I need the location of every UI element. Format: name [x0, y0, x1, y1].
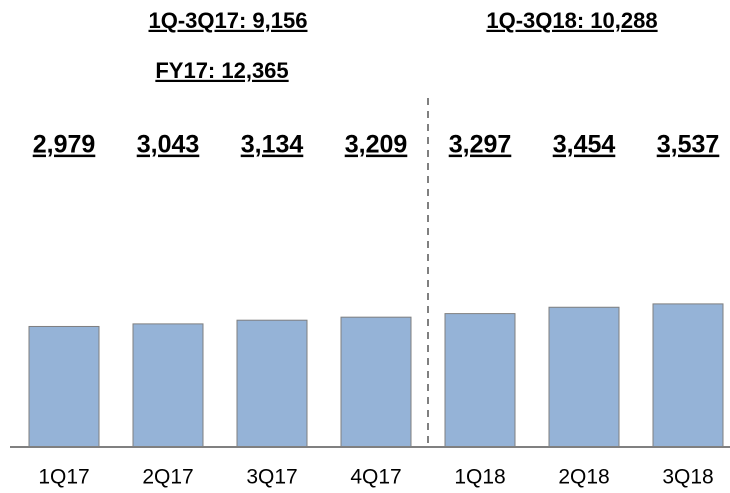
value-label: 3,134	[241, 131, 304, 159]
value-label: 3,454	[553, 131, 616, 159]
bar	[28, 325, 100, 448]
value-label: 3,043	[137, 131, 200, 159]
bar	[340, 316, 412, 448]
bar	[132, 323, 204, 448]
x-tick-label: 2Q18	[558, 466, 609, 489]
x-tick-label: 4Q17	[350, 466, 401, 489]
x-tick-label: 1Q17	[38, 466, 89, 489]
value-label: 3,537	[657, 131, 720, 159]
bar	[652, 303, 724, 448]
annotation: 1Q-3Q18: 10,288	[486, 8, 657, 33]
x-tick-label: 3Q18	[662, 466, 713, 489]
value-label: 3,209	[345, 131, 408, 159]
annotation: 1Q-3Q17: 9,156	[149, 8, 308, 33]
bar	[236, 319, 308, 448]
x-tick-label: 2Q17	[142, 466, 193, 489]
x-tick-label: 3Q17	[246, 466, 297, 489]
value-label: 3,297	[449, 131, 512, 159]
x-tick-label: 1Q18	[454, 466, 505, 489]
bar	[548, 306, 620, 448]
bar	[444, 313, 516, 448]
value-label: 2,979	[33, 131, 96, 159]
annotation: FY17: 12,365	[155, 58, 288, 83]
